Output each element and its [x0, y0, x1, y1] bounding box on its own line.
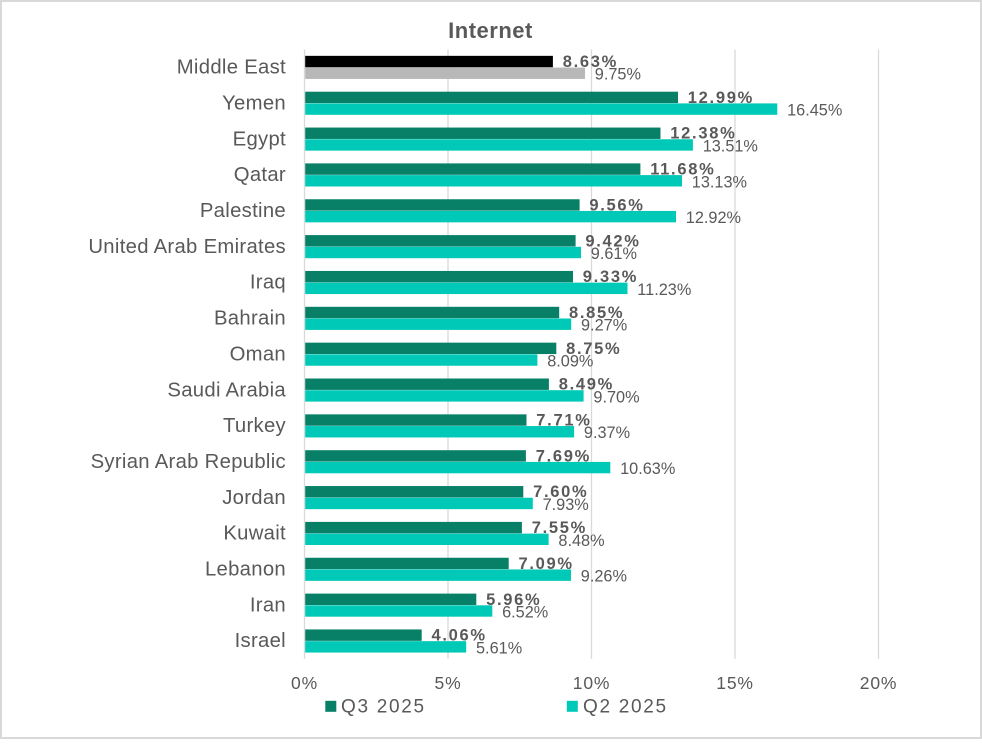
svg-text:12.38%: 12.38%: [670, 125, 736, 143]
svg-text:9.61%: 9.61%: [591, 245, 637, 263]
svg-text:12.99%: 12.99%: [688, 89, 754, 107]
svg-text:Kuwait: Kuwait: [223, 523, 286, 545]
svg-text:5.61%: 5.61%: [476, 639, 522, 657]
svg-text:9.75%: 9.75%: [595, 66, 641, 84]
svg-text:7.69%: 7.69%: [536, 447, 591, 465]
svg-text:Palestine: Palestine: [200, 200, 286, 222]
svg-text:13.51%: 13.51%: [703, 137, 758, 155]
svg-text:7.55%: 7.55%: [532, 519, 587, 537]
svg-text:9.26%: 9.26%: [581, 568, 627, 586]
svg-text:6.52%: 6.52%: [502, 603, 548, 621]
svg-text:Israel: Israel: [235, 630, 286, 652]
svg-text:Oman: Oman: [230, 343, 286, 365]
svg-text:5.96%: 5.96%: [486, 591, 541, 609]
svg-text:9.56%: 9.56%: [589, 196, 644, 214]
svg-text:Internet: Internet: [448, 18, 533, 43]
svg-text:10%: 10%: [573, 673, 610, 693]
svg-text:10.63%: 10.63%: [620, 460, 675, 478]
svg-text:5%: 5%: [435, 673, 462, 693]
svg-text:13.13%: 13.13%: [692, 173, 747, 191]
svg-text:9.27%: 9.27%: [581, 317, 627, 335]
svg-text:11.23%: 11.23%: [637, 281, 691, 299]
svg-text:Bahrain: Bahrain: [214, 308, 286, 330]
svg-text:Egypt: Egypt: [233, 128, 286, 150]
svg-text:Lebanon: Lebanon: [205, 559, 286, 581]
svg-text:9.42%: 9.42%: [585, 232, 640, 250]
svg-text:8.49%: 8.49%: [559, 376, 614, 394]
svg-text:Q3 2025: Q3 2025: [341, 696, 426, 717]
svg-text:4.06%: 4.06%: [432, 627, 487, 645]
svg-text:7.60%: 7.60%: [533, 483, 588, 501]
svg-text:Middle East: Middle East: [177, 57, 286, 79]
svg-text:9.33%: 9.33%: [583, 268, 638, 286]
svg-text:9.37%: 9.37%: [584, 424, 630, 442]
svg-text:8.75%: 8.75%: [566, 340, 621, 358]
svg-text:Turkey: Turkey: [223, 415, 287, 437]
svg-text:Syrian Arab Republic: Syrian Arab Republic: [91, 451, 286, 473]
svg-text:7.93%: 7.93%: [543, 496, 589, 514]
svg-text:Yemen: Yemen: [222, 92, 286, 114]
svg-text:Q2 2025: Q2 2025: [583, 696, 668, 717]
svg-text:8.85%: 8.85%: [569, 304, 624, 322]
svg-text:0%: 0%: [291, 673, 318, 693]
svg-text:7.71%: 7.71%: [536, 412, 591, 430]
svg-text:15%: 15%: [716, 673, 753, 693]
svg-text:United Arab Emirates: United Arab Emirates: [88, 236, 286, 258]
svg-text:Qatar: Qatar: [234, 164, 286, 186]
svg-text:11.68%: 11.68%: [650, 161, 715, 179]
svg-text:16.45%: 16.45%: [787, 102, 842, 120]
svg-text:8.09%: 8.09%: [547, 353, 593, 371]
svg-text:12.92%: 12.92%: [686, 209, 741, 227]
svg-text:Jordan: Jordan: [222, 487, 286, 509]
svg-text:Iran: Iran: [250, 594, 286, 616]
svg-text:Saudi Arabia: Saudi Arabia: [167, 379, 286, 401]
svg-text:8.48%: 8.48%: [558, 532, 604, 550]
svg-text:7.09%: 7.09%: [519, 555, 574, 573]
svg-text:8.63%: 8.63%: [563, 53, 618, 71]
svg-text:9.70%: 9.70%: [593, 388, 639, 406]
svg-text:20%: 20%: [860, 673, 897, 693]
svg-text:Iraq: Iraq: [250, 272, 286, 294]
